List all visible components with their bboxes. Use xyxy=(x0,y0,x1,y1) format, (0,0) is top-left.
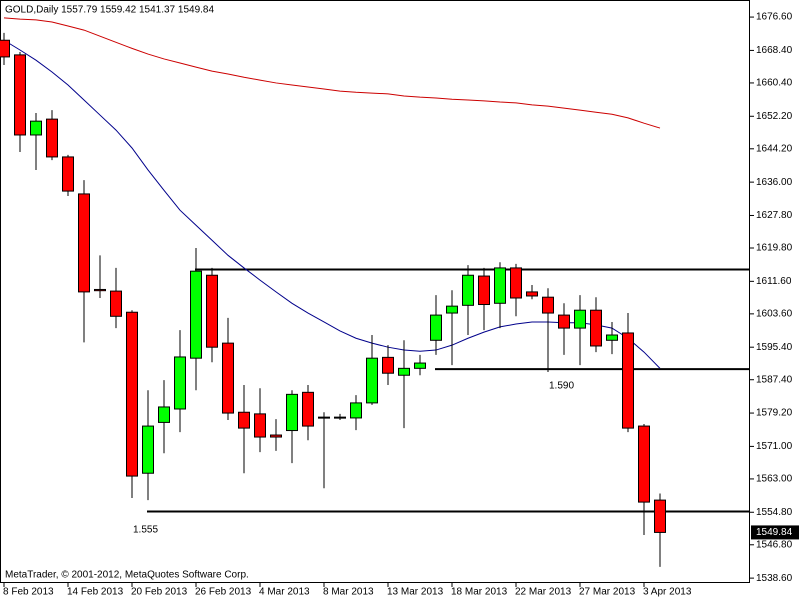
x-tick-label: 14 Feb 2013 xyxy=(67,587,124,598)
y-tick-label: 1676.60 xyxy=(756,12,793,23)
candle-body xyxy=(542,296,554,314)
candle-body xyxy=(206,274,218,348)
y-tick-label: 1660.40 xyxy=(756,78,793,89)
candle-body xyxy=(494,267,506,304)
y-tick-label: 1579.20 xyxy=(756,408,793,419)
candle-body xyxy=(190,270,202,359)
x-tick-label: 8 Feb 2013 xyxy=(3,587,54,598)
x-tick-label: 27 Mar 2013 xyxy=(579,587,636,598)
x-tick-label: 4 Mar 2013 xyxy=(259,587,310,598)
candle-body xyxy=(142,425,154,474)
candle-body xyxy=(590,309,602,347)
x-tick-label: 26 Feb 2013 xyxy=(195,587,252,598)
plot-frame xyxy=(0,0,750,583)
candle-body xyxy=(606,334,618,341)
x-tick-label: 22 Mar 2013 xyxy=(515,587,572,598)
y-tick-label: 1595.40 xyxy=(756,342,793,353)
candle-body xyxy=(238,411,250,429)
candle-body xyxy=(30,120,42,136)
candle-body xyxy=(174,356,186,410)
candle-body xyxy=(46,118,58,158)
y-tick-label: 1627.80 xyxy=(756,210,793,221)
y-tick-label: 1587.40 xyxy=(756,374,793,385)
y-tick-label: 1652.20 xyxy=(756,111,793,122)
y-tick-label: 1563.00 xyxy=(756,474,793,485)
candle-body xyxy=(462,274,474,306)
candle-body xyxy=(638,425,650,503)
candle-body xyxy=(446,305,458,314)
candle-body xyxy=(158,406,170,423)
y-tick-label: 1571.00 xyxy=(756,441,793,452)
y-tick-label: 1611.60 xyxy=(756,276,792,287)
candle-body xyxy=(574,309,586,329)
candle-body xyxy=(110,290,122,317)
y-tick-label: 1619.80 xyxy=(756,243,793,254)
last-price-box xyxy=(751,525,799,540)
candle-body xyxy=(430,314,442,341)
candle-body xyxy=(286,393,298,432)
x-tick-label: 13 Mar 2013 xyxy=(387,587,444,598)
y-tick-label: 1538.60 xyxy=(756,573,793,584)
candle-body xyxy=(510,267,522,299)
candle-body xyxy=(318,416,330,419)
candle-body xyxy=(654,499,666,533)
candle-body xyxy=(62,156,74,192)
x-tick-label: 20 Feb 2013 xyxy=(131,587,188,598)
candle-body xyxy=(126,311,138,477)
candle-body xyxy=(558,314,570,329)
candle-body xyxy=(78,193,90,293)
last-price-label: 1549.84 xyxy=(756,527,793,538)
candle-body xyxy=(478,275,490,306)
candle-body xyxy=(334,416,346,419)
y-tick-label: 1603.60 xyxy=(756,309,793,320)
candle-body xyxy=(94,288,106,292)
y-tick-label: 1546.80 xyxy=(756,539,793,550)
candle-body xyxy=(350,402,362,419)
candle-body xyxy=(382,356,394,374)
level-label: 1.590 xyxy=(549,381,574,392)
footer: MetaTrader, © 2001-2012, MetaQuotes Soft… xyxy=(5,570,249,581)
y-tick-label: 1554.80 xyxy=(756,507,793,518)
moving-average xyxy=(3,17,661,129)
candle-body xyxy=(270,434,282,438)
candle-body xyxy=(302,391,314,427)
y-tick-label: 1644.20 xyxy=(756,143,793,154)
x-tick-label: 8 Mar 2013 xyxy=(323,587,374,598)
candle-body xyxy=(0,39,10,58)
moving-average xyxy=(3,39,661,369)
candle-body xyxy=(526,291,538,297)
candle-body xyxy=(14,54,26,136)
candle-body xyxy=(398,367,410,376)
candle-body xyxy=(622,332,634,429)
y-tick-label: 1668.40 xyxy=(756,45,793,56)
level-label: 1.555 xyxy=(133,525,158,536)
y-tick-label: 1636.00 xyxy=(756,177,793,188)
x-tick-label: 3 Apr 2013 xyxy=(643,587,692,598)
x-tick-label: 18 Mar 2013 xyxy=(451,587,508,598)
candle-body xyxy=(414,362,426,369)
candle-body xyxy=(366,357,378,404)
candle-body xyxy=(254,413,266,438)
candle-body xyxy=(222,342,234,414)
chart-title: GOLD,Daily 1557.79 1559.42 1541.37 1549.… xyxy=(5,5,214,16)
